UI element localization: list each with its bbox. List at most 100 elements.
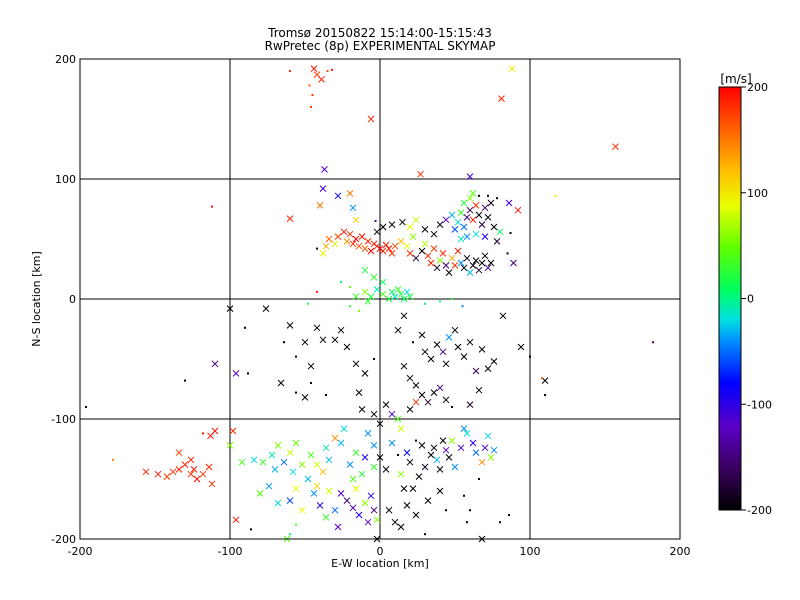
data-point-x [364, 238, 372, 245]
data-point-x [487, 454, 495, 461]
data-point-x [427, 355, 435, 363]
data-point-x [463, 233, 471, 240]
data-point-dot [184, 379, 186, 382]
data-point-x [256, 490, 264, 497]
data-point-x [490, 358, 498, 365]
data-point-x [373, 228, 381, 236]
data-point-x [343, 238, 351, 245]
data-point-x [394, 415, 402, 423]
data-point-dot [466, 521, 468, 524]
data-point-dot [85, 406, 87, 408]
data-point-x [481, 252, 489, 260]
data-point-x [436, 221, 444, 228]
data-point-x [352, 235, 360, 243]
data-point-x [355, 242, 363, 250]
data-point-x [421, 463, 429, 471]
data-point-x [442, 360, 450, 368]
data-point-x [316, 202, 324, 209]
data-point-x [385, 506, 393, 514]
data-point-x [451, 463, 459, 471]
data-point-x [498, 95, 505, 102]
data-point-x [490, 223, 498, 231]
data-point-x [436, 257, 444, 264]
data-point-x [289, 468, 297, 476]
data-point-x [175, 449, 183, 456]
data-point-x [484, 432, 492, 440]
data-point-x [430, 444, 438, 452]
data-point-x [298, 506, 306, 514]
data-point-x [472, 202, 480, 209]
data-point-x [226, 305, 234, 312]
data-point-x [454, 343, 462, 351]
colorbar-tick-label: 0 [747, 293, 754, 306]
data-point-x [399, 218, 406, 226]
data-point-x [466, 194, 474, 202]
data-point-x [463, 254, 471, 262]
data-point-x [439, 348, 447, 356]
data-point-x [460, 353, 468, 360]
x-tick-label: -100 [218, 545, 243, 558]
data-point-x [316, 502, 324, 509]
y-axis-ticks: -200 -100 0 100 200 [51, 53, 76, 546]
data-point-x [292, 439, 300, 447]
data-point-x [331, 336, 339, 344]
data-point-x [445, 454, 453, 461]
data-point-x [478, 346, 486, 353]
data-point-x [472, 367, 480, 375]
data-point-x [232, 370, 240, 377]
data-point-x [199, 470, 207, 478]
data-point-dot [311, 94, 314, 96]
data-point-x [400, 485, 408, 492]
data-point-x [364, 298, 372, 305]
data-point-x [364, 518, 372, 526]
data-point-x [211, 427, 219, 435]
data-point-x [265, 482, 273, 490]
x-tick-label: 200 [670, 545, 691, 558]
data-point-x [382, 401, 390, 408]
data-point-x [448, 211, 456, 219]
data-point-x [274, 442, 282, 449]
data-point-x [274, 499, 282, 507]
data-point-x [394, 326, 402, 334]
data-point-x [484, 264, 492, 272]
data-point-dot [349, 305, 351, 308]
data-point-x [463, 430, 471, 437]
data-point-x [370, 410, 378, 418]
data-point-x [409, 485, 417, 492]
data-point-x [478, 259, 486, 267]
data-point-dot [397, 454, 399, 456]
data-point-x [352, 485, 360, 492]
data-point-x [400, 312, 408, 320]
data-point-dot [374, 220, 377, 222]
data-point-x [175, 466, 183, 473]
data-point-x [412, 254, 420, 262]
data-markers [85, 65, 654, 543]
data-point-dot [373, 358, 375, 360]
data-point-x [469, 190, 477, 197]
data-point-x [397, 238, 405, 245]
data-point-x [508, 65, 516, 72]
data-point-x [418, 391, 426, 399]
data-point-x [318, 76, 325, 83]
y-tick-label: 0 [69, 293, 76, 306]
data-point-x [412, 216, 420, 224]
data-point-x [418, 442, 426, 449]
data-point-x [475, 211, 483, 219]
colorbar-tick-label: -100 [747, 398, 772, 411]
data-point-x [367, 247, 375, 255]
data-point-dot [295, 391, 297, 394]
data-point-x [454, 247, 462, 255]
data-point-dot [499, 521, 501, 524]
data-point-x [424, 398, 432, 406]
data-point-dot [463, 494, 465, 497]
data-point-x [412, 382, 420, 389]
data-point-x [421, 226, 429, 233]
data-point-x [337, 490, 345, 497]
y-axis-label: N-S location [km] [30, 251, 43, 347]
x-tick-label: -200 [68, 545, 93, 558]
data-point-x [385, 245, 393, 252]
data-point-x [412, 398, 420, 406]
data-point-dot [487, 194, 489, 197]
data-point-x [205, 463, 213, 471]
colorbar-tick-label: 200 [747, 81, 768, 94]
